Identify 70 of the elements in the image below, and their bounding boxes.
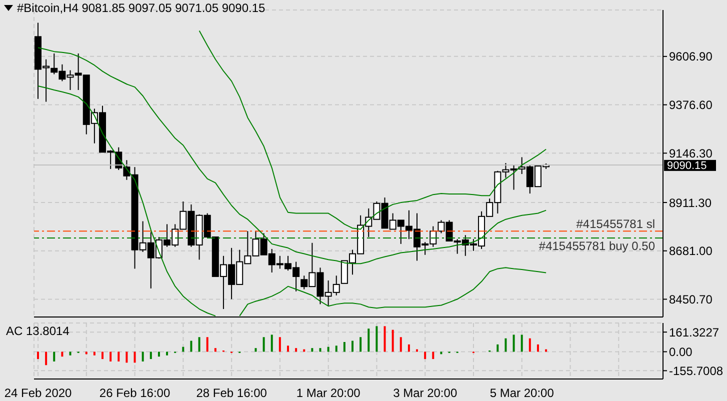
bar xyxy=(190,340,192,352)
line-series xyxy=(198,30,547,230)
bar xyxy=(142,352,144,362)
bar xyxy=(102,352,104,360)
bar xyxy=(118,352,120,362)
bar xyxy=(198,337,200,352)
bar xyxy=(400,337,402,352)
bar xyxy=(126,352,128,363)
bar xyxy=(134,352,136,363)
bar xyxy=(343,342,346,352)
x-tick-label: 3 Mar 20:00 xyxy=(393,386,458,400)
ref-line-label: #415455781 buy 0.50 xyxy=(538,239,656,254)
bar xyxy=(278,337,281,352)
bar xyxy=(408,344,410,352)
bar xyxy=(368,328,370,352)
bar xyxy=(85,352,88,354)
y-tick-label: 9606.90 xyxy=(669,50,713,64)
bar xyxy=(392,330,394,352)
bar xyxy=(295,348,298,352)
bar xyxy=(311,348,314,352)
bar xyxy=(528,338,531,352)
bar xyxy=(360,337,362,352)
x-tick-label: 26 Feb 16:00 xyxy=(99,386,170,400)
bar xyxy=(327,346,330,352)
bar xyxy=(270,334,273,352)
bar xyxy=(166,352,168,356)
bar xyxy=(376,326,378,352)
bar xyxy=(319,348,322,352)
bar xyxy=(512,334,515,352)
y-tick-label: 8450.70 xyxy=(669,292,713,306)
bar xyxy=(53,352,56,362)
bar xyxy=(335,346,338,352)
bar xyxy=(214,348,216,352)
y-tick-label: 161.3227 xyxy=(669,325,720,340)
bar xyxy=(384,326,386,352)
bar xyxy=(93,352,96,356)
y-tick-label: 9376.60 xyxy=(669,98,713,112)
bar xyxy=(424,352,426,360)
bar xyxy=(254,348,257,352)
bar xyxy=(182,346,184,352)
bar xyxy=(69,352,72,356)
bar xyxy=(496,344,499,352)
y-tick-label: 9146.30 xyxy=(669,146,713,160)
bar xyxy=(150,352,152,360)
y-tick-label: -155.7008 xyxy=(669,364,724,378)
bar xyxy=(352,340,354,352)
bar xyxy=(520,334,523,352)
bar xyxy=(262,337,265,352)
bar xyxy=(110,352,112,362)
ref-line-label: #415455781 sl xyxy=(576,217,655,232)
x-tick-label: 28 Feb 16:00 xyxy=(196,386,268,400)
bar xyxy=(504,338,507,352)
chart-title: #Bitcoin,H4 9081.85 9097.05 9071.05 9090.15 xyxy=(17,1,266,15)
bar xyxy=(61,352,64,357)
x-tick-label: 1 Mar 20:00 xyxy=(296,386,361,400)
bar xyxy=(536,344,539,352)
bar xyxy=(37,352,39,360)
bar xyxy=(432,352,434,360)
y-tick-label: 8911.30 xyxy=(669,196,712,210)
ref-line-label: 9090.15 xyxy=(667,160,707,172)
annotation: AC 13.8014 xyxy=(6,324,70,338)
y-tick-label: 0.00 xyxy=(669,344,693,359)
bar xyxy=(286,346,289,352)
bar xyxy=(45,352,48,366)
x-tick-label: 24 Feb 2020 xyxy=(4,386,72,400)
bar xyxy=(158,352,160,357)
bar xyxy=(206,337,208,352)
x-tick-label: 5 Mar 20:00 xyxy=(490,386,554,400)
bar xyxy=(440,352,442,354)
y-tick-label: 8681.00 xyxy=(669,244,713,258)
